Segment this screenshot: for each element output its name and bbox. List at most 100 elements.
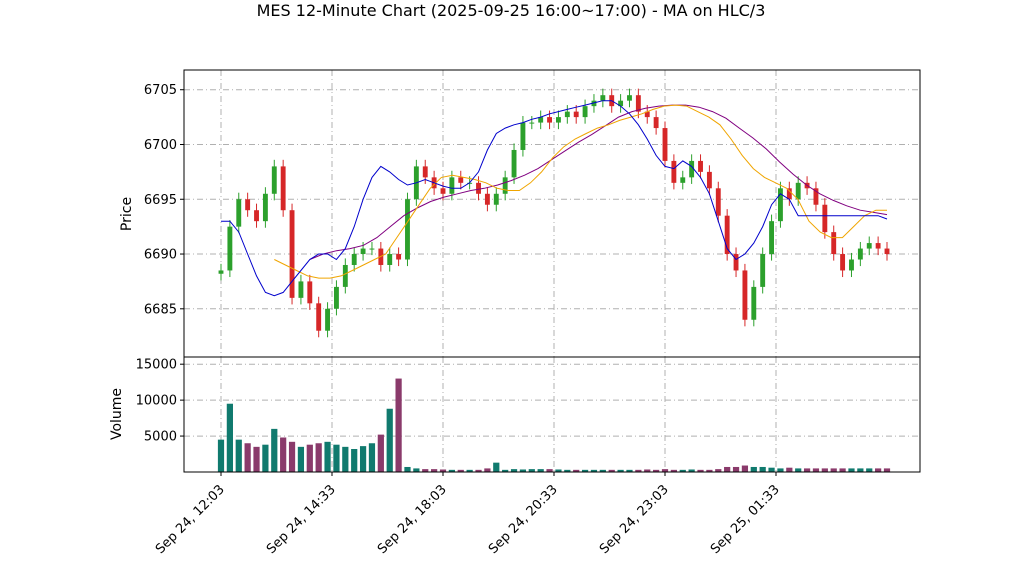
candle-body <box>564 111 570 118</box>
volume-bar <box>324 441 331 472</box>
candle-body <box>875 243 881 249</box>
volume-bar <box>546 469 553 472</box>
x-tick-label: Sep 24, 14:33 <box>264 482 339 557</box>
candle-body <box>529 122 535 124</box>
price-y-axis: 6685 6690 6695 6700 6705 <box>144 83 184 317</box>
volume-bar <box>644 469 651 472</box>
candle-body <box>502 177 508 194</box>
x-tick-label: Sep 24, 20:33 <box>486 482 561 557</box>
candle-body <box>422 166 428 178</box>
volume-bar <box>484 468 491 472</box>
candle-body <box>342 264 348 287</box>
candle-body <box>245 199 251 211</box>
volume-bar <box>395 378 402 472</box>
volume-bar <box>342 446 349 472</box>
volume-bar <box>848 468 855 472</box>
ma-slow-line <box>309 104 888 260</box>
candle-body <box>484 193 490 205</box>
candle-body <box>307 281 313 304</box>
x-tick-label: Sep 24, 12:03 <box>153 482 228 557</box>
volume-bar <box>457 469 464 472</box>
candle-body <box>813 188 819 205</box>
candle-body <box>831 232 837 255</box>
price-grid <box>184 70 920 357</box>
candle-body <box>857 248 863 260</box>
candle-body <box>316 303 322 331</box>
volume-bar <box>466 469 473 472</box>
candle-body <box>458 177 464 183</box>
candle-body <box>884 248 890 255</box>
candle-body <box>582 106 588 118</box>
volume-bar <box>431 469 438 472</box>
candle-body <box>724 215 730 255</box>
volume-bar <box>333 444 340 472</box>
candle-body <box>644 111 650 118</box>
candle-body <box>822 204 828 233</box>
candle-body <box>538 117 544 123</box>
candle-body <box>476 182 481 194</box>
x-axis: Sep 24, 12:03 Sep 24, 14:33 Sep 24, 18:03 S… <box>153 472 783 557</box>
volume-bar <box>883 468 891 472</box>
candle-body <box>387 254 393 265</box>
volume-bar <box>679 469 686 472</box>
volume-bar <box>697 469 704 472</box>
volume-bar <box>537 469 544 472</box>
candle-body <box>369 248 375 250</box>
volume-bar <box>839 468 846 472</box>
chart-title: MES 12-Minute Chart (2025-09-25 16:00~17… <box>257 1 766 20</box>
candle-body <box>733 254 739 271</box>
volume-bar <box>253 446 260 472</box>
volume-bar <box>555 469 562 472</box>
volume-bar <box>404 466 411 472</box>
x-tick-label: Sep 24, 18:03 <box>375 482 450 557</box>
candle-body <box>227 226 233 271</box>
volume-bar <box>217 439 225 472</box>
candle-body <box>840 254 846 271</box>
volume-bars <box>217 378 891 472</box>
candle-body <box>698 160 703 172</box>
volume-bar <box>688 469 695 472</box>
candle-body <box>849 259 854 271</box>
volume-bar <box>653 469 660 472</box>
volume-bar <box>626 469 633 472</box>
candle-body <box>653 117 659 129</box>
volume-bar <box>759 466 766 472</box>
candle-body <box>635 95 641 112</box>
candle-body <box>769 221 775 255</box>
volume-bar <box>732 466 740 472</box>
volume-bar <box>351 449 358 472</box>
volume-bar <box>830 468 837 472</box>
candle-body <box>662 128 668 161</box>
volume-bar <box>413 468 420 472</box>
candle-body <box>795 182 801 200</box>
volume-bar <box>377 434 384 472</box>
volume-bar <box>786 467 793 472</box>
volume-bar <box>475 469 482 472</box>
candle-body <box>271 166 277 194</box>
volume-bar <box>590 469 598 472</box>
candle-body <box>493 193 499 205</box>
volume-tick-label: 5000 <box>144 430 177 445</box>
candle-body <box>786 188 792 200</box>
volume-bar <box>448 469 455 472</box>
volume-bar <box>875 468 882 472</box>
x-tick-label: Sep 24, 23:03 <box>597 482 672 557</box>
volume-bar <box>510 469 518 472</box>
volume-bar <box>724 466 731 472</box>
volume-bar <box>288 441 296 472</box>
volume-bar <box>768 467 775 472</box>
candle-body <box>440 188 446 194</box>
volume-bar <box>777 468 784 472</box>
candle-body <box>866 243 872 249</box>
candle-body <box>511 149 517 178</box>
volume-bar <box>812 468 820 472</box>
price-tick-label: 6705 <box>144 83 177 98</box>
price-tick-label: 6700 <box>144 138 177 153</box>
volume-bar <box>857 468 864 472</box>
volume-bar <box>608 469 615 472</box>
volume-bar <box>368 443 376 472</box>
price-tick-label: 6695 <box>144 193 177 208</box>
volume-bar <box>502 469 509 472</box>
candle-body <box>218 270 224 274</box>
